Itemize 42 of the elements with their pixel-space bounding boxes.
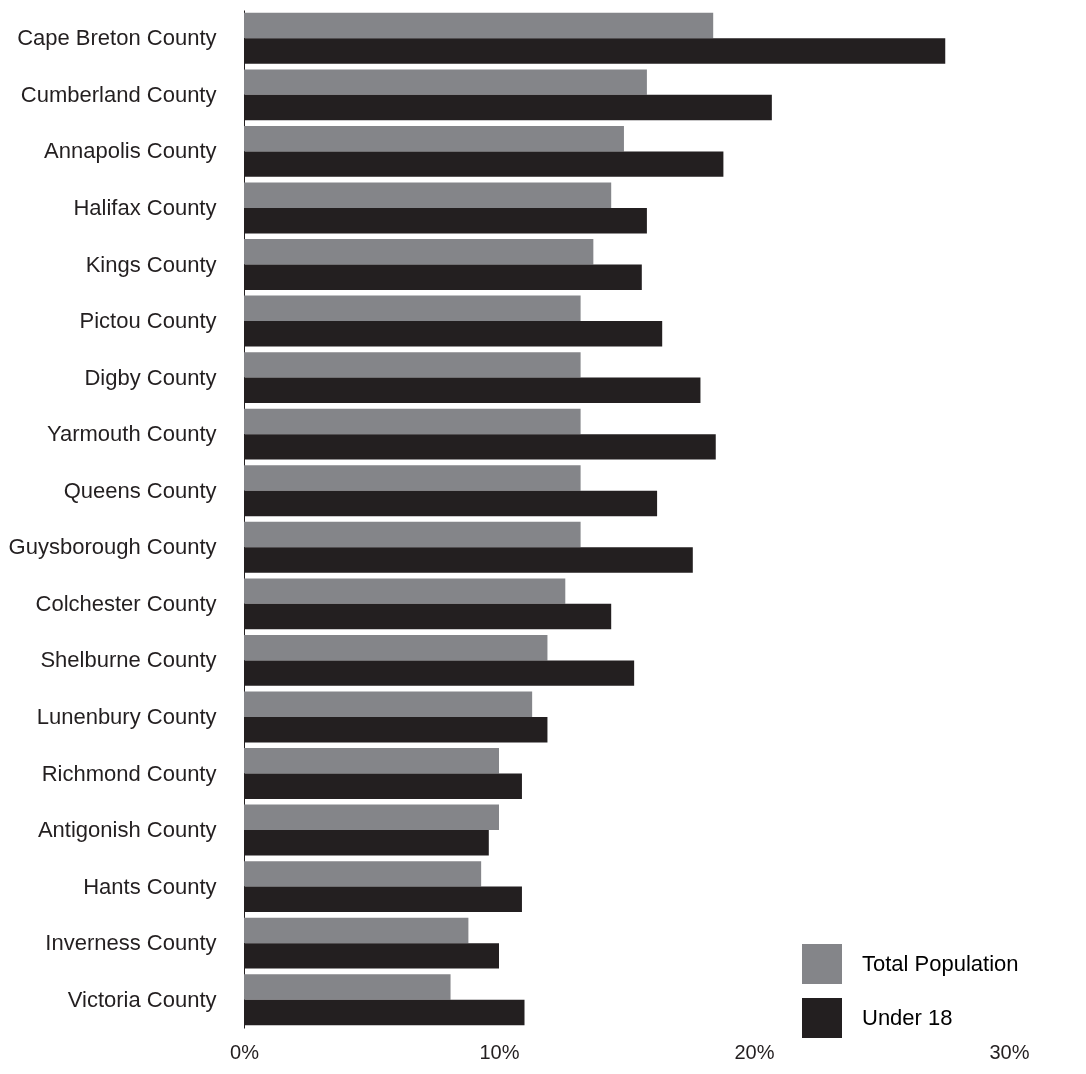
x-tick-label: 20% (734, 1040, 775, 1063)
bar (244, 125, 624, 152)
bar (244, 578, 566, 604)
bar (244, 408, 581, 435)
y-tick-label: Pictou County (79, 308, 217, 334)
y-tick-label: Yarmouth County (46, 421, 217, 447)
y-tick-label: Halifax County (73, 194, 217, 220)
x-tick-label: 30% (989, 1040, 1030, 1063)
y-tick-label: Lunenbury County (36, 703, 217, 729)
y-tick-label: Annapolis County (44, 138, 217, 164)
y-tick-label: Guysborough County (8, 534, 217, 560)
y-tick-label: Victoria County (67, 986, 217, 1012)
y-tick-label: Hants County (83, 873, 217, 899)
x-tick-label: 0% (230, 1040, 260, 1063)
y-tick-label: Cumberland County (20, 81, 217, 107)
x-tick-label: 10% (479, 1040, 520, 1063)
y-tick-label: Kings County (85, 251, 217, 277)
bar (244, 521, 581, 548)
bar (244, 239, 594, 265)
bar (244, 634, 548, 661)
bar (244, 465, 581, 491)
y-tick-label: Queens County (63, 477, 217, 503)
y-tick-label: Richmond County (41, 760, 217, 786)
y-tick-label: Cape Breton County (17, 25, 217, 51)
bar (244, 974, 451, 1000)
bar (244, 182, 612, 208)
bar (244, 352, 581, 378)
legend-label: Under 18 (862, 1005, 953, 1030)
y-tick-label: Inverness County (45, 930, 217, 956)
y-tick-label: Colchester County (35, 590, 217, 616)
y-tick-label: Antigonish County (37, 817, 217, 843)
bar (244, 69, 647, 95)
bar (244, 861, 482, 887)
bar (244, 691, 533, 717)
bar (244, 804, 499, 831)
bar (244, 917, 469, 944)
bar (244, 748, 499, 774)
y-tick-label: Digby County (84, 364, 217, 390)
bar (244, 295, 581, 322)
y-tick-label: Shelburne County (40, 647, 217, 673)
legend-label: Total Population (862, 951, 1019, 976)
bar (244, 12, 714, 39)
